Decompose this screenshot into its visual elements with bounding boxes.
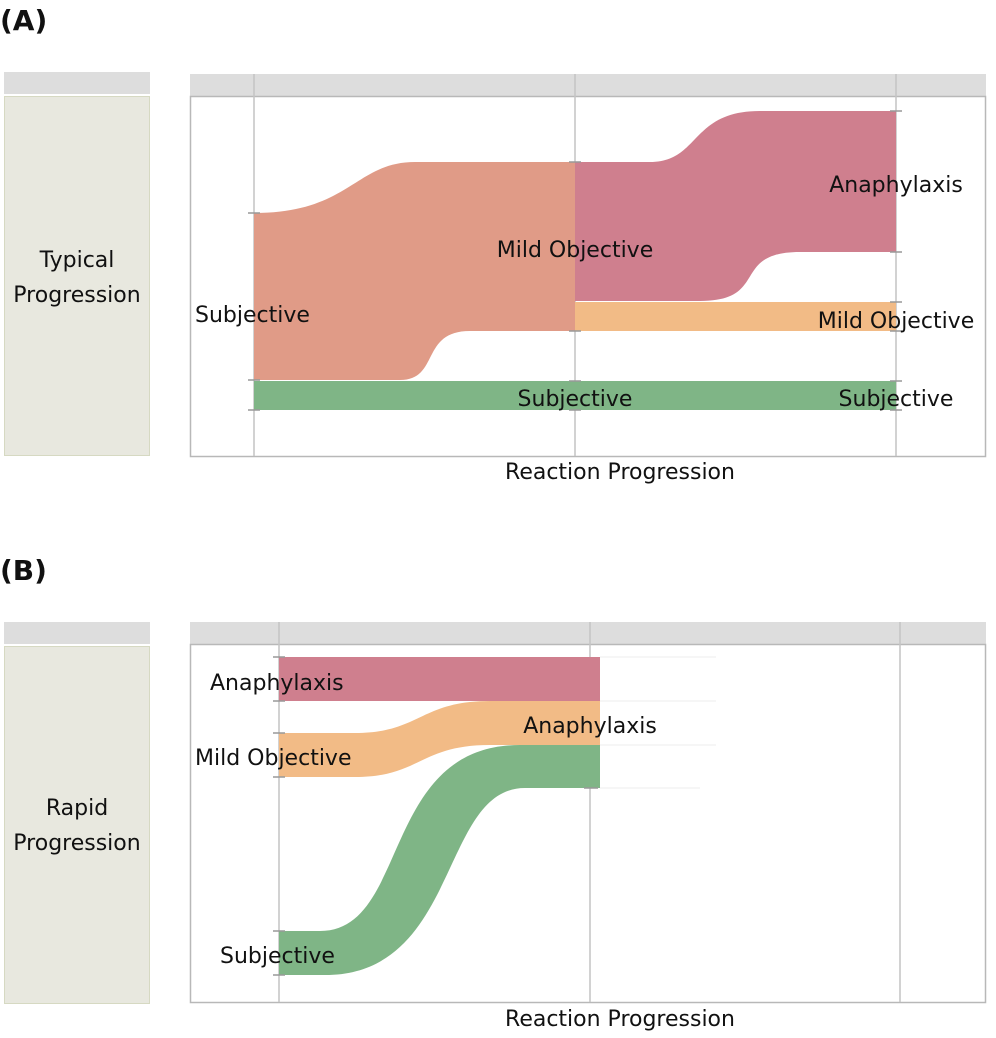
- panel-a-row-label-box: Typical Progression: [4, 96, 150, 456]
- panel-a-flow-subjective-persist: [254, 381, 896, 410]
- panel-b-node-label-stage1-subjective: Subjective: [220, 944, 335, 969]
- panel-b-chart: Anaphylaxis Mild Objective Subjective An…: [189, 622, 987, 1004]
- panel-b-axis-title: Reaction Progression: [505, 1007, 735, 1032]
- panel-a-row-header-bar: [4, 72, 150, 94]
- panel-a-node-label-stage1-subjective: Subjective: [195, 303, 310, 328]
- panel-b-guide-lines: [600, 656, 716, 789]
- panel-b-header-bar: [190, 622, 986, 644]
- panel-b-flow-subjective-to-anaphylaxis: [279, 745, 600, 975]
- panel-b-row-label-box: Rapid Progression: [4, 646, 150, 1004]
- panel-b-node-label-stage1-anaphylaxis: Anaphylaxis: [210, 671, 344, 696]
- panel-a-axis-title: Reaction Progression: [505, 460, 735, 485]
- panel-b-row-label-column: Rapid Progression: [4, 622, 150, 1004]
- panel-a-header-bar: [190, 74, 986, 96]
- panel-a-row-label-line1: Typical: [39, 248, 115, 273]
- panel-b-node-ticks: [273, 656, 598, 976]
- panel-b-row-label-line1: Rapid: [45, 796, 109, 821]
- panel-a-node-label-stage3-mild-objective: Mild Objective: [818, 309, 974, 334]
- panel-a-letter: (A): [0, 4, 48, 37]
- panel-a-flow-mild-objective-to-anaphylaxis: [575, 111, 896, 301]
- panel-a-chart: Subjective Mild Objective Subjective Ana…: [189, 74, 987, 458]
- panel-a-node-ticks: [248, 110, 902, 411]
- panel-b-flow-anaphylaxis-persist: [279, 657, 600, 701]
- panel-a-plot-frame: [189, 95, 987, 458]
- panel-b-letter: (B): [0, 554, 47, 587]
- panel-a-node-label-stage3-subjective: Subjective: [839, 387, 954, 412]
- panel-a-node-label-stage3-anaphylaxis: Anaphylaxis: [829, 173, 963, 198]
- panel-b-flow-mild-objective-to-anaphylaxis: [279, 701, 600, 777]
- panel-a-row-label-line2: Progression: [13, 283, 141, 308]
- panel-a-flow-mild-objective-persist: [575, 302, 896, 331]
- panel-b-row-header-bar: [4, 622, 150, 644]
- panel-b-node-label-stage1-mild-objective: Mild Objective: [195, 746, 351, 771]
- panel-a-node-label-stage2-mild-objective: Mild Objective: [497, 238, 653, 263]
- panel-a-flow-subjective-to-mild-objective: [254, 162, 575, 380]
- panel-b-plot-frame: [189, 643, 987, 1004]
- panel-b-node-label-stage2-anaphylaxis: Anaphylaxis: [523, 714, 657, 739]
- panel-a-row-label-column: Typical Progression: [4, 72, 150, 456]
- panel-b-row-label-line2: Progression: [13, 831, 141, 856]
- panel-a-node-label-stage2-subjective: Subjective: [518, 387, 633, 412]
